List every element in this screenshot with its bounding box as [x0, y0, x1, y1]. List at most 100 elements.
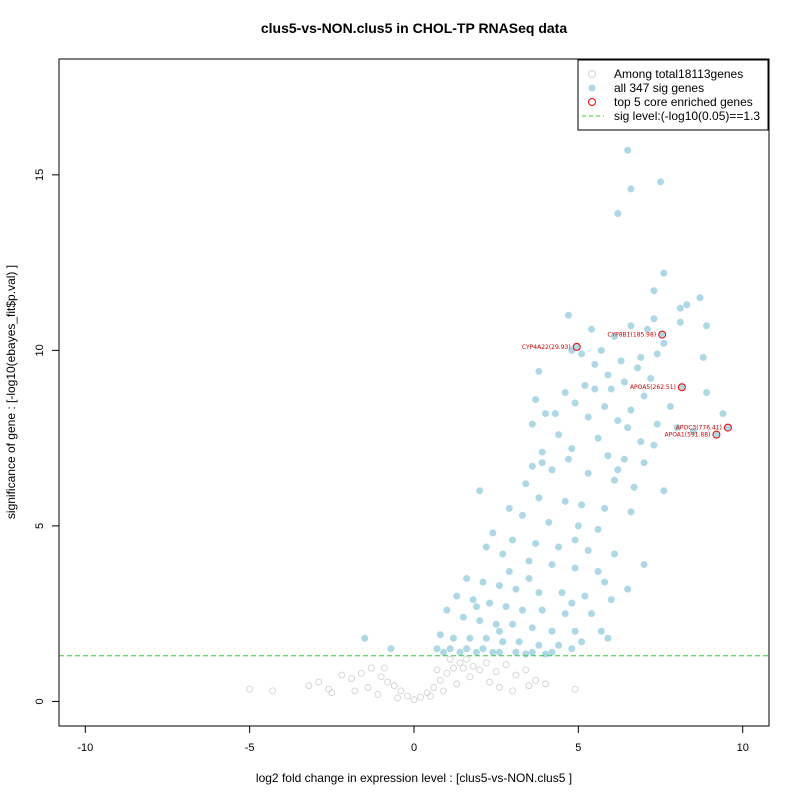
total-gene-point [440, 687, 448, 695]
sig-gene-point [387, 645, 395, 653]
sig-gene-point [538, 459, 546, 467]
total-gene-point [377, 673, 385, 681]
sig-gene-point [581, 592, 589, 600]
sig-gene-point [532, 396, 540, 404]
total-gene-point [469, 662, 477, 670]
sig-gene-point [492, 620, 500, 628]
y-axis-label: significance of gene : [-log10(ebayes_fi… [4, 265, 18, 519]
total-gene-point [348, 675, 355, 683]
sig-gene-point [627, 322, 635, 330]
sig-gene-point [495, 627, 503, 635]
sig-gene-point [676, 318, 684, 326]
gene-label: APOA5(262.51) [630, 384, 676, 391]
sig-gene-point [650, 287, 658, 295]
sig-gene-point [568, 599, 576, 607]
sig-gene-point [479, 645, 487, 653]
sig-gene-point [571, 627, 579, 635]
total-gene-point [426, 692, 434, 700]
sig-gene-point [571, 536, 579, 544]
total-gene-point [482, 659, 490, 667]
sig-gene-point [535, 589, 543, 597]
sig-gene-point [489, 529, 497, 537]
legend-total-label: Among total18113genes [614, 67, 743, 81]
x-tick-label: -10 [77, 742, 93, 754]
x-tick-label: 5 [575, 742, 581, 754]
sig-gene-point [588, 610, 595, 618]
total-gene-point [374, 690, 382, 698]
sig-gene-point [472, 648, 480, 656]
plot-frame [58, 58, 770, 727]
total-gene-point [463, 655, 471, 663]
sig-gene-point [440, 648, 448, 656]
sig-gene-point [703, 322, 711, 330]
sig-gene-point [512, 648, 520, 656]
total-gene-point [364, 683, 372, 691]
sig-genes-series [361, 146, 727, 658]
legend-total-marker [588, 70, 596, 78]
total-gene-point [433, 666, 441, 674]
sig-gene-point [564, 311, 572, 319]
sig-gene-point [482, 543, 490, 551]
sig-gene-point [604, 452, 612, 460]
sig-gene-point [568, 645, 576, 653]
top-gene-point [723, 423, 732, 432]
sig-gene-point [627, 508, 635, 516]
sig-gene-point [486, 599, 494, 607]
sig-gene-point [479, 578, 487, 586]
sig-gene-point [564, 455, 572, 463]
sig-gene-point [495, 648, 503, 656]
sig-gene-point [650, 315, 658, 323]
total-gene-point [325, 685, 332, 693]
total-gene-point [459, 664, 467, 672]
sig-gene-point [532, 539, 540, 547]
sig-gene-point [653, 420, 661, 428]
sig-gene-point [601, 403, 609, 411]
total-gene-point [246, 685, 254, 693]
sig-gene-point [548, 561, 556, 569]
sig-gene-point [624, 424, 632, 432]
x-tick-label: 10 [737, 742, 749, 754]
sig-gene-point [463, 575, 471, 583]
sig-gene-point [538, 606, 546, 614]
sig-gene-point [650, 441, 658, 449]
top-gene-point [572, 342, 581, 351]
sig-gene-point [604, 371, 612, 379]
total-gene-point [430, 683, 438, 691]
sig-gene-point [637, 438, 645, 446]
legend-box [577, 59, 769, 131]
sig-gene-point [640, 459, 648, 467]
sig-gene-point [472, 603, 480, 611]
sig-gene-point [591, 360, 599, 368]
sig-gene-point [591, 385, 599, 393]
total-gene-point [397, 687, 405, 695]
sig-gene-point [578, 501, 586, 509]
y-tick-label: 0 [34, 698, 46, 704]
sig-gene-point [574, 522, 582, 530]
total-gene-point [492, 668, 500, 676]
sig-gene-point [545, 518, 553, 526]
sig-gene-point [499, 550, 507, 558]
total-gene-point [496, 683, 503, 691]
sig-gene-point [489, 648, 497, 656]
sig-gene-point [561, 610, 569, 618]
sig-gene-point [528, 462, 536, 470]
sig-gene-point [561, 497, 569, 505]
legend-top-label: top 5 core enriched genes [614, 95, 753, 109]
sig-gene-point [541, 650, 549, 658]
sig-gene-point [594, 525, 602, 533]
sig-gene-point [719, 410, 727, 418]
total-gene-point [449, 664, 457, 672]
sig-gene-point [495, 582, 503, 590]
legend-sig-marker [588, 84, 596, 92]
sig-gene-point [522, 650, 530, 658]
total-gene-point [502, 661, 510, 669]
total-gene-point [446, 655, 454, 663]
sig-gene-point [601, 578, 609, 586]
sig-gene-point [584, 413, 592, 421]
sig-gene-point [443, 606, 451, 614]
total-gene-point [367, 664, 375, 672]
sig-gene-point [558, 589, 566, 597]
sig-gene-point [676, 304, 684, 312]
sig-gene-point [611, 476, 619, 484]
total-gene-point [453, 680, 461, 688]
